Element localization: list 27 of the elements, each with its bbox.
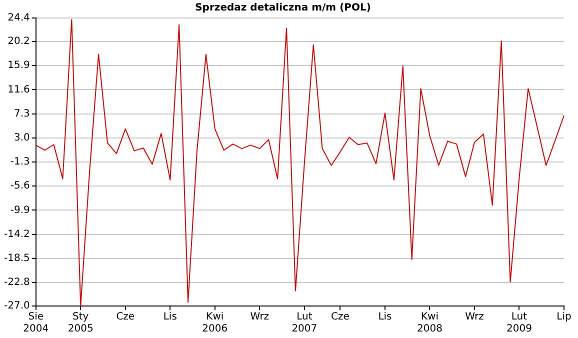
x-tick-label: Cze bbox=[116, 312, 135, 323]
y-tick-label: -1.3 bbox=[10, 156, 30, 168]
x-tick-label: Sie 2004 bbox=[23, 312, 49, 335]
y-tick-label: 15.9 bbox=[8, 60, 30, 72]
x-tick-label: Wrz bbox=[465, 312, 484, 323]
y-tick-label: 3.0 bbox=[14, 132, 30, 144]
x-tick-label: Lut 2009 bbox=[506, 312, 532, 335]
x-tick-label: Lip bbox=[556, 312, 572, 323]
chart-title: Sprzedaz detaliczna m/m (POL) bbox=[195, 2, 371, 14]
y-tick-label: 20.2 bbox=[8, 36, 30, 48]
y-tick-label: -5.6 bbox=[10, 180, 30, 192]
y-tick-label: -14.2 bbox=[4, 228, 30, 240]
y-tick-label: -22.8 bbox=[4, 277, 30, 288]
x-tick-label: Lis bbox=[163, 312, 177, 323]
y-tick-label: 24.4 bbox=[8, 12, 30, 24]
x-tick-label: Kwi 2006 bbox=[202, 312, 228, 335]
x-tick-label: Lut 2007 bbox=[292, 312, 318, 335]
y-tick-label: -27.0 bbox=[4, 300, 30, 312]
y-tick-label: -9.9 bbox=[10, 204, 30, 216]
y-tick-label: -18.5 bbox=[4, 252, 30, 264]
x-tick-label: Lis bbox=[378, 312, 392, 323]
x-tick-label: Wrz bbox=[250, 312, 270, 323]
x-tick-label: Sty 2005 bbox=[68, 312, 94, 335]
x-tick-label: Cze bbox=[331, 312, 350, 323]
y-tick-label: 7.3 bbox=[14, 108, 30, 120]
y-tick-label: 11.6 bbox=[8, 84, 30, 96]
x-tick-label: Kwi 2008 bbox=[417, 312, 442, 335]
